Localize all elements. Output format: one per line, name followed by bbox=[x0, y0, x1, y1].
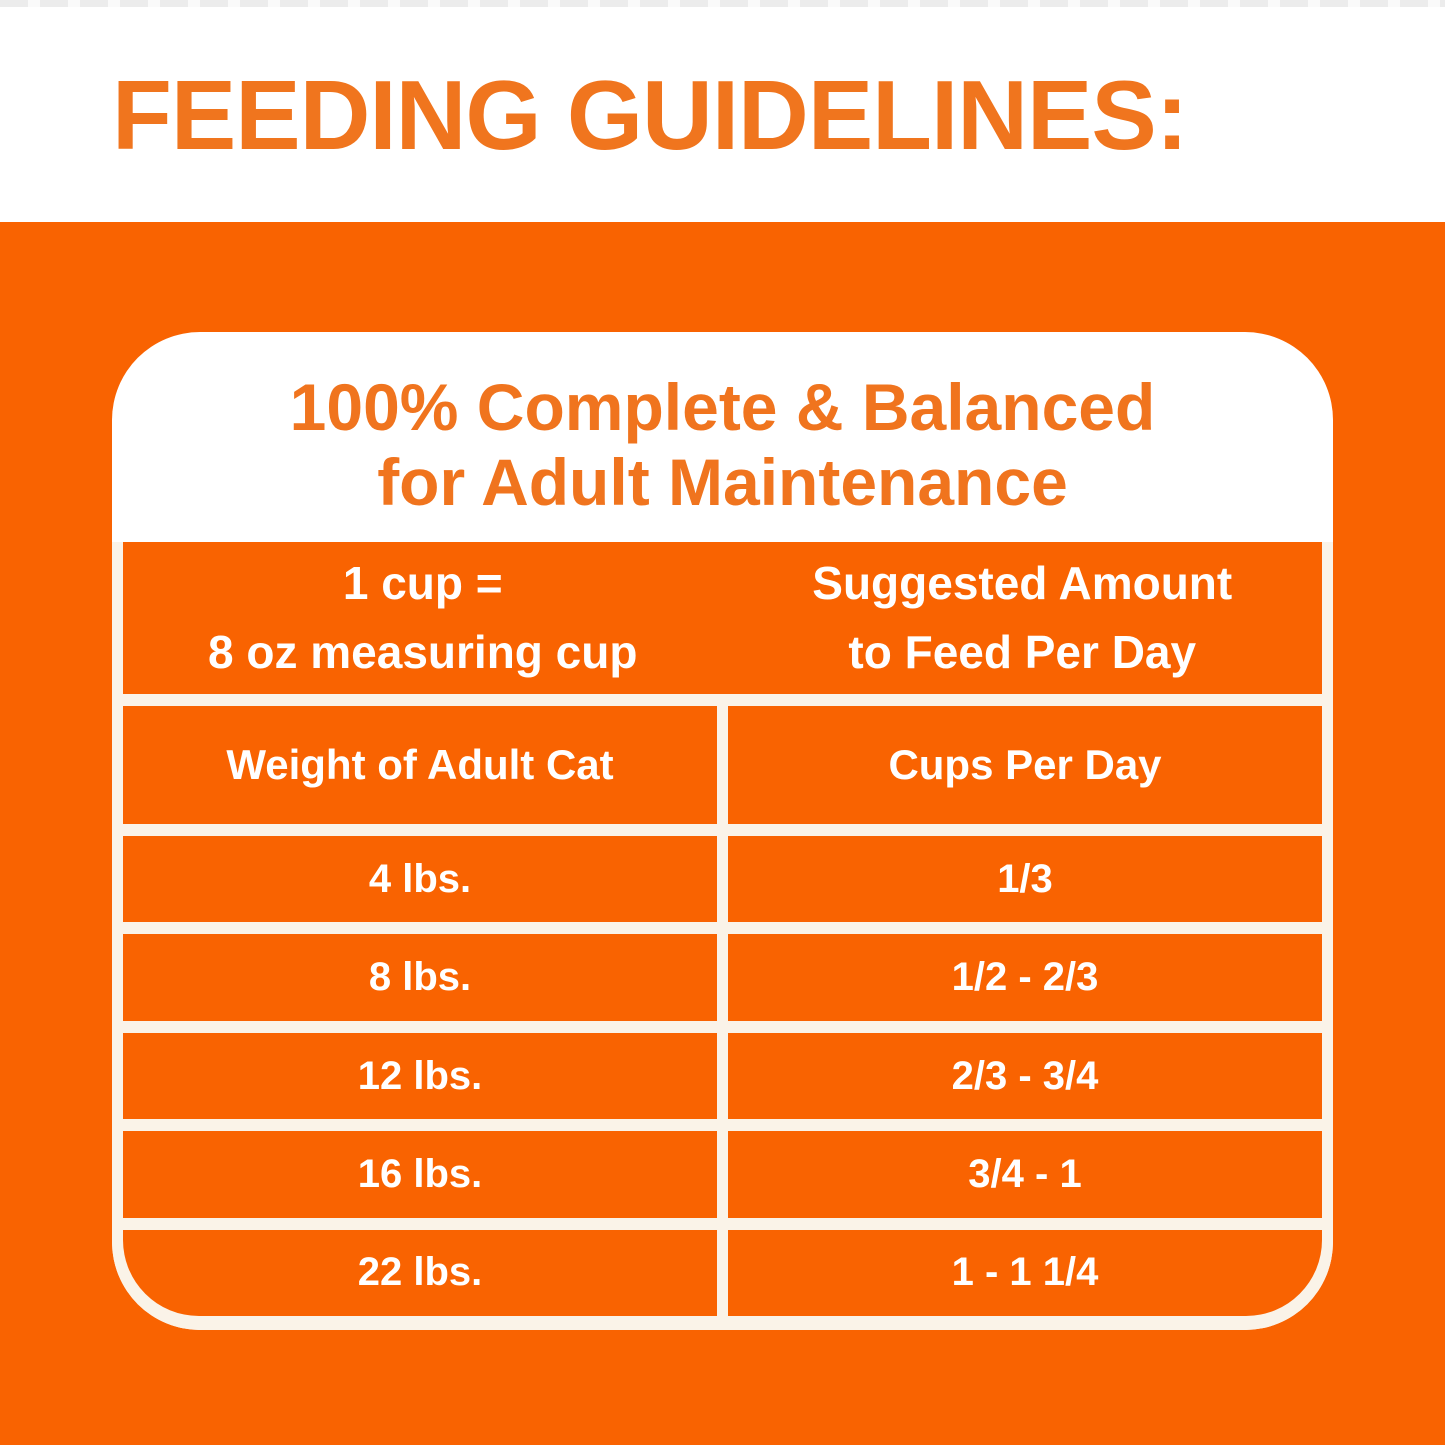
cups-cell: 1/2 - 2/3 bbox=[728, 934, 1322, 1021]
table-row: 22 lbs. 1 - 1 1/4 bbox=[123, 1229, 1322, 1316]
column-header-cups: Cups Per Day bbox=[728, 706, 1322, 824]
table-row: 16 lbs. 3/4 - 1 bbox=[123, 1131, 1322, 1218]
cups-cell: 2/3 - 3/4 bbox=[728, 1032, 1322, 1120]
weight-cell: 8 lbs. bbox=[123, 934, 717, 1021]
column-header-weight: Weight of Adult Cat bbox=[123, 706, 717, 824]
table-row: 12 lbs. 2/3 - 3/4 bbox=[123, 1032, 1322, 1120]
page-header: FEEDING GUIDELINES: bbox=[0, 0, 1445, 222]
feeding-table: 1 cup = 8 oz measuring cup Suggested Amo… bbox=[112, 542, 1333, 1330]
panel-title-line1: 100% Complete & Balanced bbox=[289, 370, 1156, 445]
table-subheader-row: Weight of Adult Cat Cups Per Day bbox=[123, 706, 1322, 824]
weight-cell: 4 lbs. bbox=[123, 836, 717, 923]
weight-cell: 16 lbs. bbox=[123, 1131, 717, 1218]
panel-title: 100% Complete & Balanced for Adult Maint… bbox=[112, 332, 1333, 542]
weight-cell: 12 lbs. bbox=[123, 1032, 717, 1120]
page-title: FEEDING GUIDELINES: bbox=[112, 59, 1188, 170]
cups-cell: 1/3 bbox=[728, 836, 1322, 923]
table-row: 8 lbs. 1/2 - 2/3 bbox=[123, 934, 1322, 1021]
cups-cell: 3/4 - 1 bbox=[728, 1131, 1322, 1218]
header-cell-suggested-amount: Suggested Amount to Feed Per Day bbox=[722, 542, 1322, 694]
cup-note-line2: 8 oz measuring cup bbox=[208, 626, 638, 678]
orange-background-section: 100% Complete & Balanced for Adult Maint… bbox=[0, 222, 1445, 1445]
weight-cell: 22 lbs. bbox=[123, 1229, 717, 1316]
suggested-amount-line1: Suggested Amount bbox=[812, 557, 1233, 609]
header-cell-cup-note: 1 cup = 8 oz measuring cup bbox=[123, 542, 723, 694]
cups-cell: 1 - 1 1/4 bbox=[728, 1229, 1322, 1316]
table-header-row: 1 cup = 8 oz measuring cup Suggested Amo… bbox=[123, 542, 1322, 694]
feeding-guidelines-panel: 100% Complete & Balanced for Adult Maint… bbox=[112, 332, 1333, 1330]
image-top-edge-strip bbox=[0, 0, 1445, 7]
panel-title-line2: for Adult Maintenance bbox=[377, 445, 1068, 519]
cup-note-line1: 1 cup = bbox=[342, 557, 503, 609]
suggested-amount-line2: to Feed Per Day bbox=[848, 626, 1197, 678]
table-row: 4 lbs. 1/3 bbox=[123, 836, 1322, 923]
feeding-table-grid: 1 cup = 8 oz measuring cup Suggested Amo… bbox=[123, 542, 1322, 1316]
